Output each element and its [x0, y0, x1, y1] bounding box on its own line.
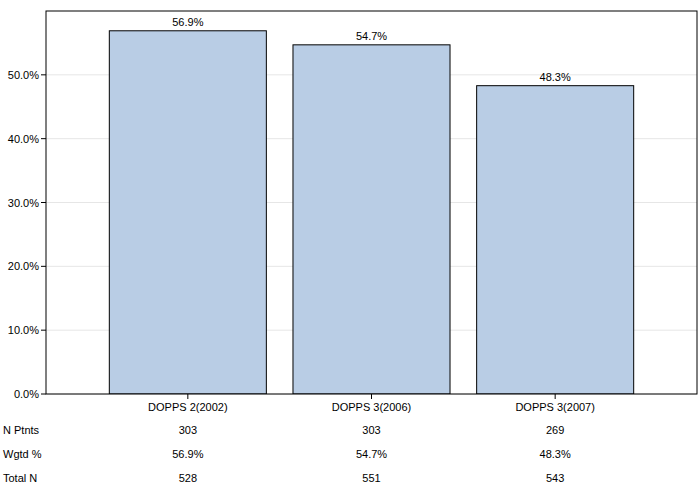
- data-label: 56.9%: [172, 16, 203, 28]
- tick-mark: [41, 74, 46, 75]
- data-label: 54.7%: [356, 30, 387, 42]
- table-cell: 269: [546, 424, 564, 436]
- bar: [109, 31, 266, 394]
- table-cell: 551: [362, 472, 380, 484]
- plot-frame: [46, 11, 697, 394]
- tick-label: 20.0%: [8, 260, 39, 272]
- bar: [293, 45, 450, 394]
- tick-mark: [41, 266, 46, 267]
- bars: [109, 31, 633, 394]
- tick-mark: [41, 394, 46, 395]
- table-cell: 303: [179, 424, 197, 436]
- tick-label: 10.0%: [8, 324, 39, 336]
- tick-label: 50.0%: [8, 69, 39, 81]
- table-cell: 303: [362, 424, 380, 436]
- category-label: DOPPS 3(2007): [515, 401, 594, 413]
- tick-label: 30.0%: [8, 197, 39, 209]
- category-label: DOPPS 2(2002): [148, 401, 227, 413]
- tick-mark: [41, 138, 46, 139]
- table-cell: 543: [546, 472, 564, 484]
- row-label: N Ptnts: [3, 424, 40, 436]
- x-tick: [555, 394, 556, 399]
- tick-label: 0.0%: [14, 388, 39, 400]
- category-label: DOPPS 3(2006): [332, 401, 411, 413]
- data-label: 48.3%: [540, 71, 571, 83]
- table-cell: 48.3%: [540, 448, 571, 460]
- table-cell: 528: [179, 472, 197, 484]
- row-label: Wgtd %: [3, 448, 42, 460]
- x-tick: [187, 394, 188, 399]
- tick-mark: [41, 202, 46, 203]
- table-cell: 56.9%: [172, 448, 203, 460]
- chart: 0.0% 10.0% 20.0% 30.0% 40.0% 50.0% 56.9% 54.7% 4…: [0, 0, 700, 500]
- x-tick: [371, 394, 372, 399]
- row-label: Total N: [3, 472, 37, 484]
- table-cell: 54.7%: [356, 448, 387, 460]
- bar: [477, 86, 634, 394]
- tick-label: 40.0%: [8, 133, 39, 145]
- tick-mark: [41, 330, 46, 331]
